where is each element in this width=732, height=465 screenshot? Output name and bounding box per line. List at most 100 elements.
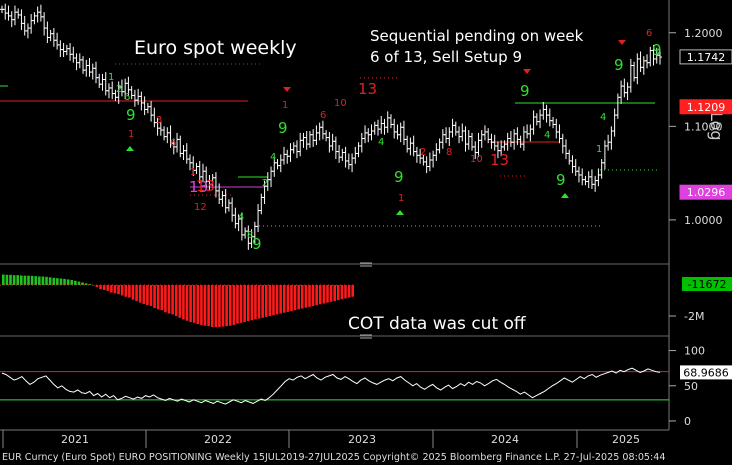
- arrow-up-icon: [126, 146, 134, 151]
- cot-bar: [297, 285, 300, 310]
- td-label: 3: [156, 115, 162, 126]
- td-label: 9: [278, 119, 288, 137]
- td-label: 1: [108, 72, 114, 83]
- cot-bar: [81, 282, 84, 285]
- td-label: 2: [420, 147, 426, 158]
- cot-bar: [322, 285, 326, 304]
- td-label: 6: [124, 92, 130, 103]
- cot-bar: [131, 285, 135, 300]
- price-badge-box: [679, 49, 732, 65]
- x-tick-label: 2022: [204, 433, 232, 446]
- cot-bar: [300, 285, 304, 309]
- cot-bar: [34, 276, 38, 285]
- cot-bar: [210, 285, 214, 327]
- price-bar: [658, 50, 662, 65]
- cot-bar: [59, 278, 63, 285]
- cot-bar: [99, 285, 102, 290]
- cot-bar: [257, 285, 261, 319]
- cot-bar: [221, 285, 225, 327]
- cot-bar: [189, 285, 192, 322]
- cot-bar: [2, 274, 5, 285]
- td-label: 9: [394, 168, 404, 186]
- cot-bar: [84, 283, 88, 285]
- cot-bar: [63, 278, 66, 285]
- cot-badge-text: -11672: [688, 278, 727, 291]
- td-sequential-labels: 1 2 6 9 1 3 6 1 13 13 12 4 8 9 2 4 9 1 6…: [108, 28, 662, 253]
- cot-bar: [135, 285, 138, 301]
- cot-bar: [74, 280, 77, 285]
- td-label: 4: [238, 212, 244, 223]
- arrow-down-icon: [283, 87, 291, 92]
- price-bars: [0, 3, 662, 250]
- cot-bar: [185, 285, 189, 321]
- cot-bar: [311, 285, 315, 306]
- td-label: 4: [600, 112, 606, 123]
- cot-bar: [23, 275, 27, 285]
- td-label: 2: [116, 84, 122, 95]
- td-label: 6: [320, 110, 326, 121]
- cot-bar: [236, 285, 239, 324]
- cot-bar: [30, 275, 34, 285]
- price-y-tick: 1.2000: [684, 27, 723, 40]
- splitter-handle-1[interactable]: [360, 262, 372, 267]
- cot-bar: [113, 285, 117, 294]
- cot-bar: [48, 277, 52, 285]
- cot-bar: [9, 274, 12, 285]
- cot-bar: [77, 281, 81, 285]
- cot-bar: [192, 285, 196, 323]
- td-label: 12: [194, 202, 207, 213]
- price-badge: 1.0296: [679, 184, 732, 200]
- cot-bar: [293, 285, 297, 311]
- oscillator-badge-text: 68.9686: [683, 366, 729, 379]
- cot-bar: [203, 285, 207, 326]
- cot-bar: [246, 285, 250, 322]
- cot-bar: [304, 285, 308, 308]
- cot-bar: [164, 285, 167, 313]
- td-label: 10: [334, 98, 347, 109]
- td-label: 9: [614, 56, 624, 74]
- oscillator-panel: 100 50 0 68.9686: [0, 345, 732, 428]
- price-badge-box: [679, 184, 732, 200]
- price-y-axis: 1.2000 1.1000 1.0000: [669, 27, 723, 227]
- td-label: 1: [282, 100, 288, 111]
- cot-bar: [340, 285, 344, 300]
- cot-bar: [120, 285, 124, 296]
- price-badge-text: 1.1209: [687, 101, 726, 114]
- price-badge-text: 1.1742: [687, 51, 726, 64]
- x-tick-label: 2025: [612, 433, 640, 446]
- td-label: 1: [596, 144, 602, 155]
- td-label: 9: [126, 106, 136, 124]
- td-label: 9: [520, 82, 530, 100]
- cot-bar: [336, 285, 340, 301]
- cot-bar: [146, 285, 149, 306]
- cot-bar: [200, 285, 203, 325]
- oscillator-badge: 68.9686: [680, 365, 732, 380]
- cot-bar: [275, 285, 279, 315]
- cot-bar: [128, 285, 131, 298]
- td-label: 9: [652, 41, 662, 59]
- td-label: 9: [556, 171, 566, 189]
- annotation-main-line2: 6 of 13, Sell Setup 9: [370, 48, 522, 66]
- td-label: 4: [270, 152, 276, 163]
- cot-bar: [225, 285, 228, 327]
- td-label: 1: [398, 193, 404, 204]
- cot-bar: [286, 285, 290, 312]
- cot-bar: [333, 285, 336, 301]
- cot-bar: [153, 285, 156, 309]
- cot-bar: [282, 285, 286, 313]
- td-label: 13: [196, 177, 215, 195]
- x-tick-label: 2023: [348, 433, 376, 446]
- td-label: 6: [646, 28, 652, 39]
- cot-bar: [66, 279, 70, 285]
- cot-bar: [52, 277, 56, 285]
- cot-bar: [351, 285, 354, 297]
- splitter-handle-2[interactable]: [360, 334, 372, 339]
- cot-bar: [182, 285, 185, 320]
- price-badge: 1.1742: [679, 49, 732, 65]
- td-label: 9: [252, 235, 262, 253]
- cot-bar: [279, 285, 282, 314]
- price-badge-text: 1.0296: [687, 186, 726, 199]
- cot-bar: [272, 285, 275, 316]
- cot-bar: [45, 276, 48, 285]
